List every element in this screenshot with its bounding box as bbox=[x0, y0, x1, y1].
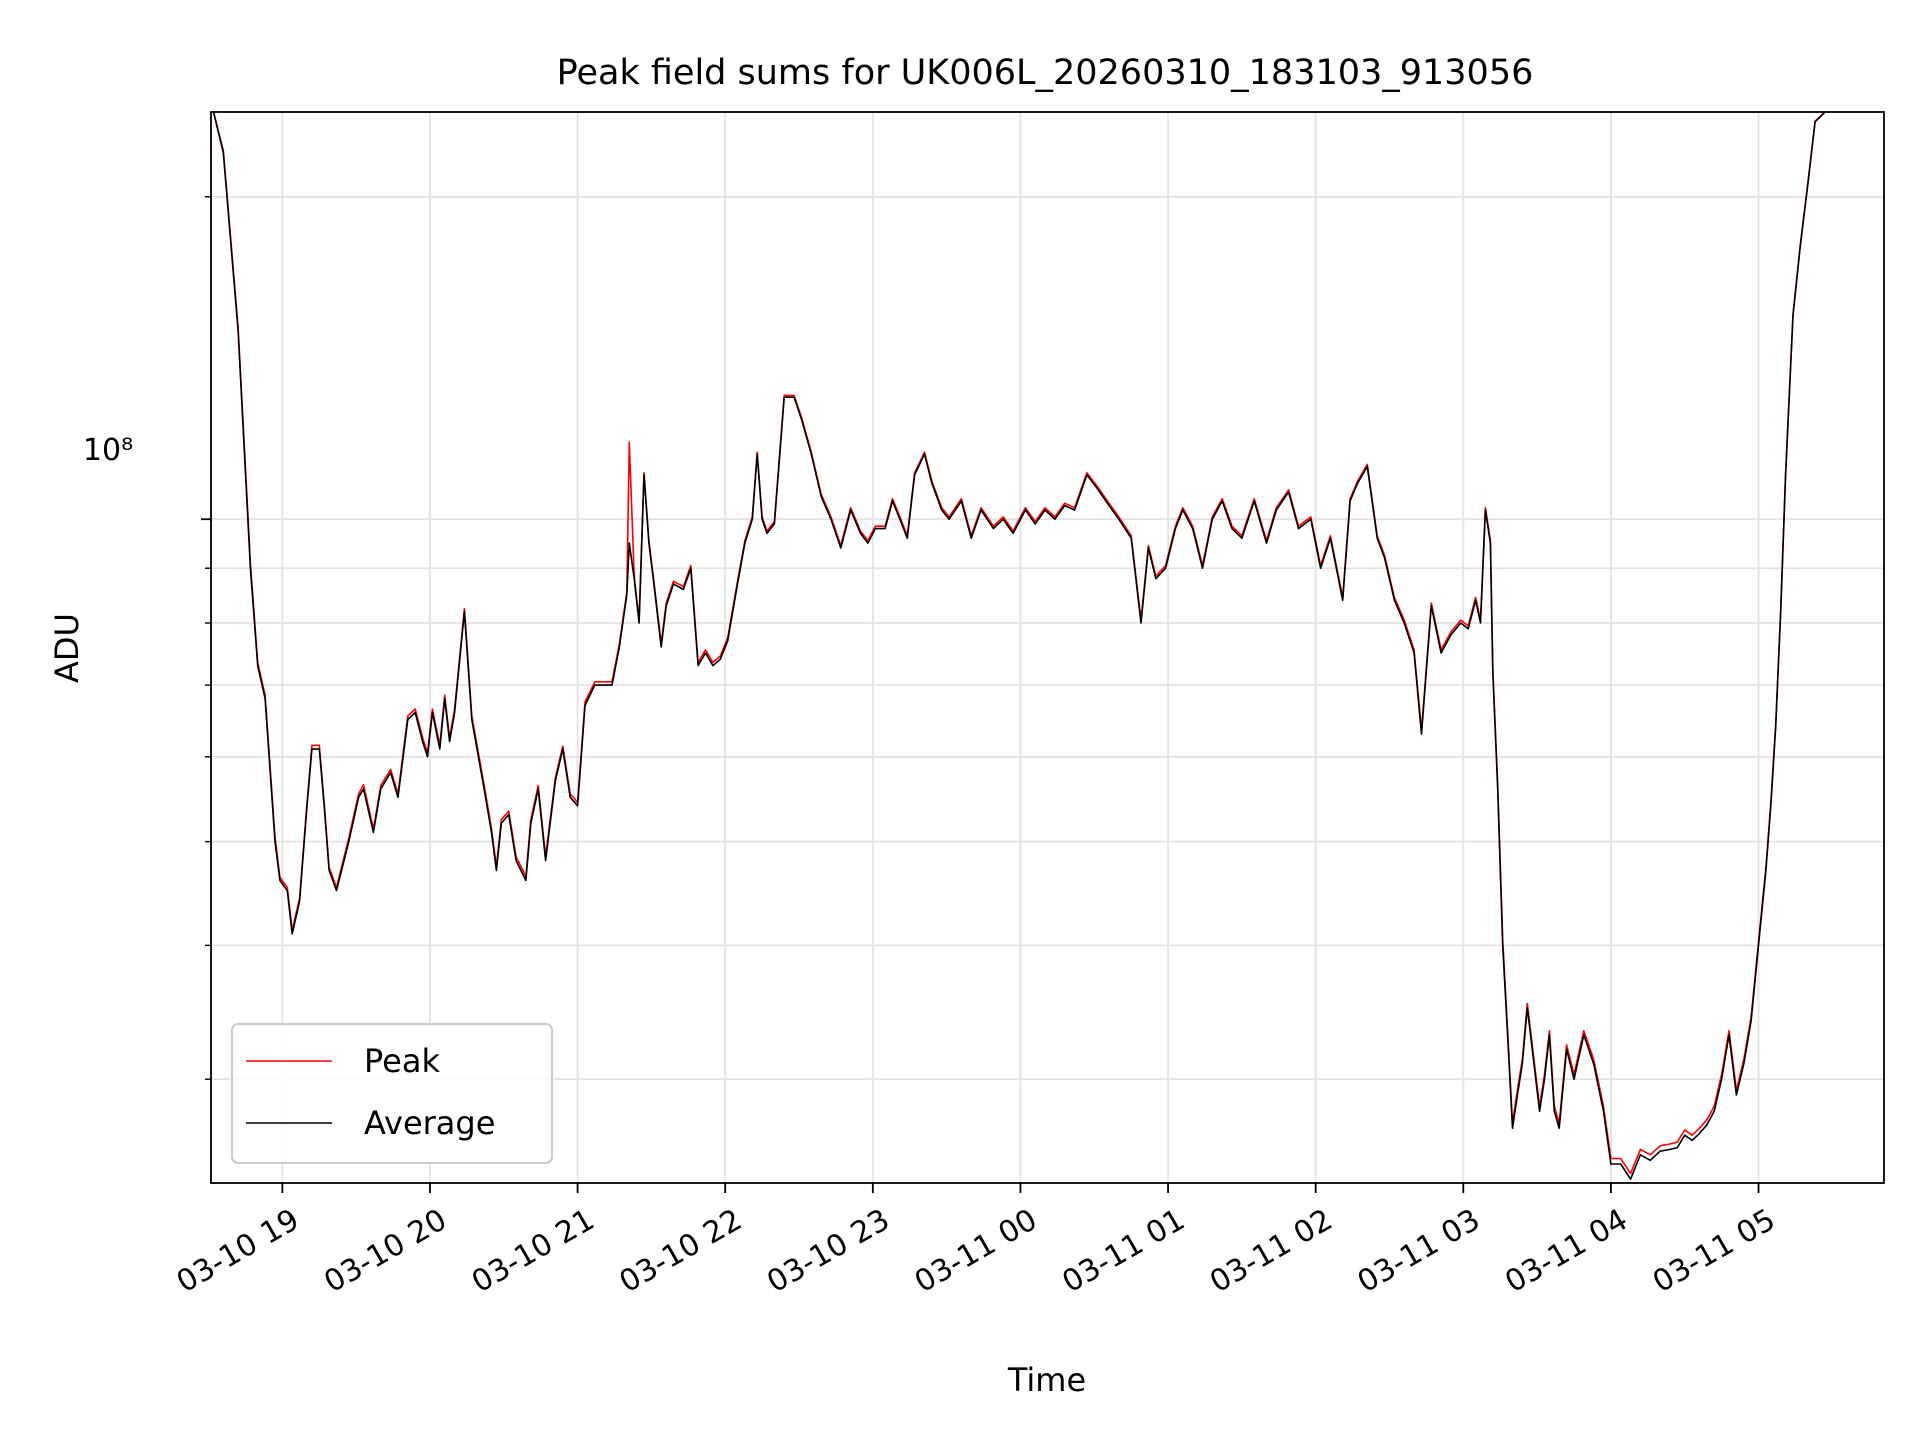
legend: Peak Average bbox=[231, 1023, 553, 1164]
y-tick-label-1e8: 10⁸ bbox=[83, 433, 133, 468]
plot-frame bbox=[210, 111, 1885, 1184]
legend-label-average: Average bbox=[364, 1104, 495, 1142]
y-axis-ticks bbox=[201, 196, 211, 1080]
legend-label-peak: Peak bbox=[364, 1042, 440, 1080]
y-axis-label: ADU bbox=[48, 613, 86, 683]
chart-title: Peak field sums for UK006L_20260310_1831… bbox=[557, 53, 1534, 93]
plot-area bbox=[211, 112, 1884, 1183]
legend-box bbox=[231, 1023, 553, 1164]
x-axis-label: Time bbox=[1007, 1361, 1086, 1399]
series-layer bbox=[212, 111, 1826, 1180]
series-average-line bbox=[212, 111, 1826, 1180]
x-gridlines bbox=[281, 112, 1760, 1183]
